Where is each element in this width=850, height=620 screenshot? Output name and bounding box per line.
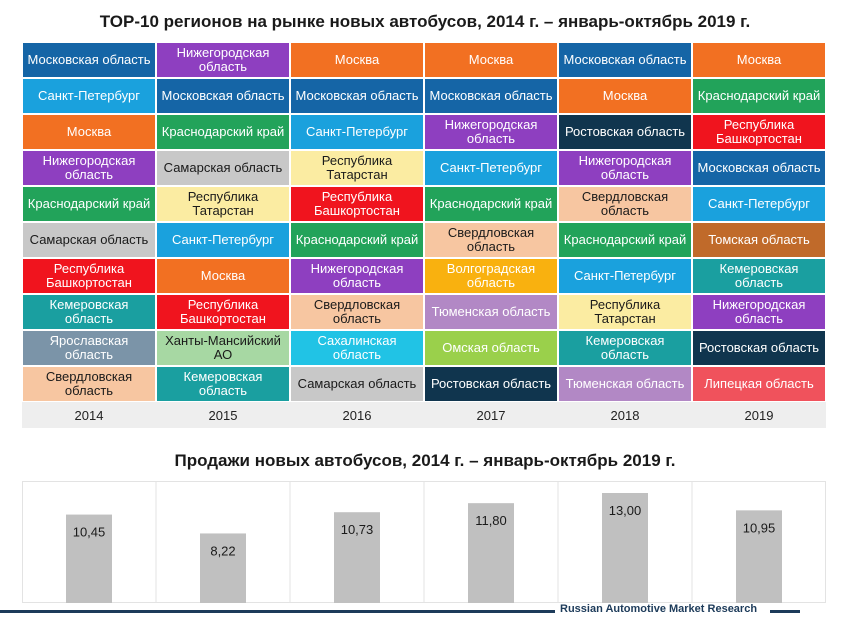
region-cell: Самарская область bbox=[156, 150, 290, 186]
region-cell: Нижегородская область bbox=[290, 258, 424, 294]
sales-bar bbox=[602, 493, 648, 603]
sales-bar-label: 10,95 bbox=[743, 520, 776, 535]
year-label: 2015 bbox=[156, 402, 290, 428]
region-cell: Краснодарский край bbox=[156, 114, 290, 150]
sales-bar bbox=[736, 510, 782, 603]
region-cell: Санкт-Петербург bbox=[290, 114, 424, 150]
region-cell: Нижегородская область bbox=[22, 150, 156, 186]
region-cell: Нижегородская область bbox=[156, 42, 290, 78]
region-cell: Москва bbox=[424, 42, 558, 78]
region-cell: Ростовская область bbox=[692, 330, 826, 366]
footer-line-right bbox=[770, 610, 800, 613]
region-cell: Кемеровская область bbox=[558, 330, 692, 366]
region-cell: Липецкая область bbox=[692, 366, 826, 402]
region-cell: Кемеровская область bbox=[156, 366, 290, 402]
sales-bar-chart: 10,45 8,22 10,73 11,80 13,00 10,95 bbox=[22, 481, 826, 603]
region-cell: Московская область bbox=[424, 78, 558, 114]
region-cell: Ханты-Мансийский АО bbox=[156, 330, 290, 366]
region-cell: Ростовская область bbox=[424, 366, 558, 402]
region-cell: Московская область bbox=[22, 42, 156, 78]
year-label: 2016 bbox=[290, 402, 424, 428]
region-cell: Тюменская область bbox=[558, 366, 692, 402]
region-cell: Республика Башкортостан bbox=[290, 186, 424, 222]
region-cell: Омская область bbox=[424, 330, 558, 366]
region-cell: Волгоградская область bbox=[424, 258, 558, 294]
region-cell: Москва bbox=[290, 42, 424, 78]
sales-chart-title: Продажи новых автобусов, 2014 г. – январ… bbox=[174, 451, 676, 470]
region-cell: Москва bbox=[156, 258, 290, 294]
region-cell: Томская область bbox=[692, 222, 826, 258]
region-cell: Тюменская область bbox=[424, 294, 558, 330]
region-cell: Республика Татарстан bbox=[156, 186, 290, 222]
region-cell: Санкт-Петербург bbox=[22, 78, 156, 114]
region-cell: Сахалинская область bbox=[290, 330, 424, 366]
region-cell: Свердловская область bbox=[290, 294, 424, 330]
year-label: 2014 bbox=[22, 402, 156, 428]
year-label: 2019 bbox=[692, 402, 826, 428]
region-cell: Республика Татарстан bbox=[290, 150, 424, 186]
region-cell: Московская область bbox=[290, 78, 424, 114]
region-cell: Ярославская область bbox=[22, 330, 156, 366]
sales-bar-label: 8,22 bbox=[210, 543, 235, 558]
sales-bar-label: 11,80 bbox=[475, 513, 507, 528]
region-cell: Краснодарский край bbox=[424, 186, 558, 222]
region-cell: Московская область bbox=[558, 42, 692, 78]
region-cell: Краснодарский край bbox=[692, 78, 826, 114]
region-cell: Республика Башкортостан bbox=[156, 294, 290, 330]
sales-bar-label: 13,00 bbox=[609, 503, 642, 518]
sales-bar bbox=[66, 514, 112, 603]
region-cell: Санкт-Петербург bbox=[156, 222, 290, 258]
top10-chart-title: TOP-10 регионов на рынке новых автобусов… bbox=[99, 12, 751, 31]
region-cell: Краснодарский край bbox=[558, 222, 692, 258]
footer-line-left bbox=[0, 610, 555, 613]
region-cell: Республика Башкортостан bbox=[692, 114, 826, 150]
region-cell: Нижегородская область bbox=[692, 294, 826, 330]
region-cell: Свердловская область bbox=[424, 222, 558, 258]
region-cell: Краснодарский край bbox=[290, 222, 424, 258]
region-cell: Москва bbox=[692, 42, 826, 78]
region-cell: Самарская область bbox=[22, 222, 156, 258]
region-cell: Санкт-Петербург bbox=[558, 258, 692, 294]
region-cell: Санкт-Петербург bbox=[424, 150, 558, 186]
chart-frame bbox=[22, 481, 826, 603]
region-cell: Ростовская область bbox=[558, 114, 692, 150]
sales-bar-label: 10,73 bbox=[341, 522, 374, 537]
region-cell: Москва bbox=[22, 114, 156, 150]
year-label: 2018 bbox=[558, 402, 692, 428]
region-cell: Свердловская область bbox=[22, 366, 156, 402]
region-cell: Нижегородская область bbox=[424, 114, 558, 150]
region-cell: Кемеровская область bbox=[692, 258, 826, 294]
year-label: 2017 bbox=[424, 402, 558, 428]
top10-regions-table: Московская область Санкт-Петербург Москва Н… bbox=[22, 42, 826, 428]
sales-bar bbox=[200, 533, 246, 603]
region-cell: Республика Башкортостан bbox=[22, 258, 156, 294]
region-cell: Москва bbox=[558, 78, 692, 114]
region-cell: Краснодарский край bbox=[22, 186, 156, 222]
region-cell: Самарская область bbox=[290, 366, 424, 402]
region-cell: Санкт-Петербург bbox=[692, 186, 826, 222]
region-cell: Свердловская область bbox=[558, 186, 692, 222]
region-cell: Кемеровская область bbox=[22, 294, 156, 330]
region-cell: Республика Татарстан bbox=[558, 294, 692, 330]
footer-source: Russian Automotive Market Research bbox=[560, 603, 758, 615]
sales-bar bbox=[334, 512, 380, 603]
region-cell: Нижегородская область bbox=[558, 150, 692, 186]
sales-bar-label: 10,45 bbox=[73, 525, 106, 540]
region-cell: Московская область bbox=[692, 150, 826, 186]
region-cell: Московская область bbox=[156, 78, 290, 114]
sales-bar bbox=[468, 503, 514, 603]
